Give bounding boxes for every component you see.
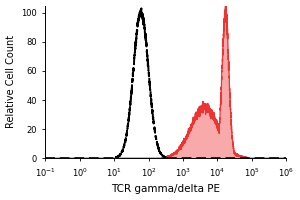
X-axis label: TCR gamma/delta PE: TCR gamma/delta PE — [111, 184, 220, 194]
Y-axis label: Relative Cell Count: Relative Cell Count — [6, 35, 16, 128]
